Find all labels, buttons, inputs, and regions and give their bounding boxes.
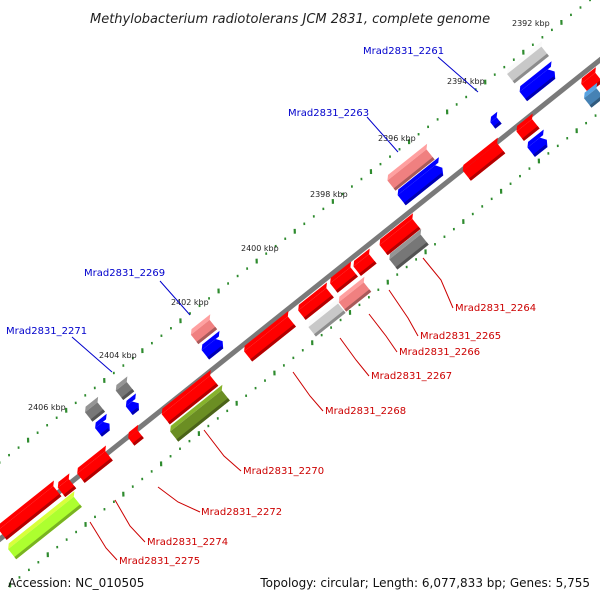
tick-label: 2392 kbp [512, 19, 550, 28]
gene-feature-2264b[interactable] [387, 228, 432, 270]
gene-feature-2269b[interactable] [199, 330, 229, 360]
gene-label[interactable]: Mrad2831_2270 [243, 466, 324, 477]
tick-dot-tracks [0, 0, 597, 588]
gene-feature-2274b[interactable] [55, 473, 79, 498]
gene-label[interactable]: Mrad2831_2275 [119, 556, 200, 567]
leader-line [339, 337, 370, 377]
gene-feature-2267a[interactable] [296, 282, 337, 320]
gene-label[interactable]: Mrad2831_2271 [6, 326, 87, 337]
gene-label[interactable]: Mrad2831_2269 [84, 268, 165, 279]
gene-feature-2267b[interactable] [306, 297, 349, 337]
leader-line [89, 521, 118, 561]
gene-feature-2274a[interactable] [75, 445, 116, 483]
gene-label[interactable]: Mrad2831_2268 [325, 406, 406, 417]
gene-feature-2263b[interactable] [395, 157, 449, 206]
leader-line [388, 289, 419, 337]
gene-feature-2271b[interactable] [123, 393, 145, 416]
leader-line [203, 429, 242, 472]
tick-label: 2396 kbp [378, 134, 416, 143]
gene-feature-edge-b[interactable] [582, 82, 600, 108]
leader-line [114, 499, 146, 543]
gene-label[interactable]: Mrad2831_2265 [420, 331, 501, 342]
gene-feature-2261b[interactable] [517, 61, 561, 102]
leader-line [368, 313, 398, 353]
gene-feature-2268[interactable] [242, 310, 299, 362]
leader-line [292, 371, 324, 412]
gene-feature-2269a[interactable] [188, 314, 220, 345]
gene-label[interactable]: Mrad2831_2264 [455, 303, 536, 314]
outer-gene-labels: Mrad2831_2261 Mrad2831_2263 Mrad2831_226… [6, 46, 444, 337]
gene-feature-2271a[interactable] [113, 376, 137, 401]
gene-label[interactable]: Mrad2831_2272 [201, 507, 282, 518]
leader-line [422, 257, 454, 309]
gene-feature-2270b[interactable] [168, 384, 233, 442]
gene-feature-inner-c[interactable] [460, 137, 508, 181]
gene-label[interactable]: Mrad2831_2263 [288, 108, 369, 119]
gene-features [0, 40, 600, 560]
gene-feature-2272[interactable] [126, 424, 147, 446]
gene-feature-2270a[interactable] [159, 369, 221, 425]
gene-feature-2261a[interactable] [505, 40, 552, 84]
leader-line [157, 486, 201, 513]
gene-feature-2265b[interactable] [328, 261, 361, 293]
tick-label: 2400 kbp [241, 244, 279, 253]
tick-label: 2406 kbp [28, 403, 66, 412]
map-title: Methylobacterium radiotolerans JCM 2831,… [90, 12, 490, 27]
label-leaders [71, 56, 479, 561]
gene-feature-inner-a[interactable] [514, 113, 543, 141]
gene-label[interactable]: Mrad2831_2261 [363, 46, 444, 57]
tick-label: 2402 kbp [171, 298, 209, 307]
gene-feature-inner-b[interactable] [525, 129, 554, 157]
leader-line [159, 280, 191, 316]
gene-feature-2264a[interactable] [377, 213, 424, 256]
gene-feature-2263a[interactable] [385, 143, 438, 191]
inner-gene-labels: Mrad2831_2264 Mrad2831_2265 Mrad2831_226… [119, 303, 536, 567]
gene-feature-2271d[interactable] [93, 413, 116, 437]
gene-feature-2265a[interactable] [351, 248, 380, 276]
gene-label[interactable]: Mrad2831_2266 [399, 347, 480, 358]
accession-text: Accession: NC_010505 [8, 576, 145, 590]
leader-line [71, 336, 113, 373]
genome-summary-text: Topology: circular; Length: 6,077,833 bp… [260, 576, 590, 590]
leader-line [437, 56, 479, 93]
leader-line [366, 116, 399, 153]
tick-label: 2398 kbp [310, 190, 348, 199]
gene-label[interactable]: Mrad2831_2274 [147, 537, 228, 548]
gene-feature-2266[interactable] [336, 276, 374, 312]
gene-feature-2271c[interactable] [83, 396, 109, 422]
gene-feature-2275a[interactable] [0, 480, 65, 540]
gene-feature-small[interactable] [488, 111, 505, 129]
gene-label[interactable]: Mrad2831_2267 [371, 371, 452, 382]
tick-label: 2404 kbp [99, 351, 137, 360]
gene-feature-2275b[interactable] [6, 491, 85, 560]
